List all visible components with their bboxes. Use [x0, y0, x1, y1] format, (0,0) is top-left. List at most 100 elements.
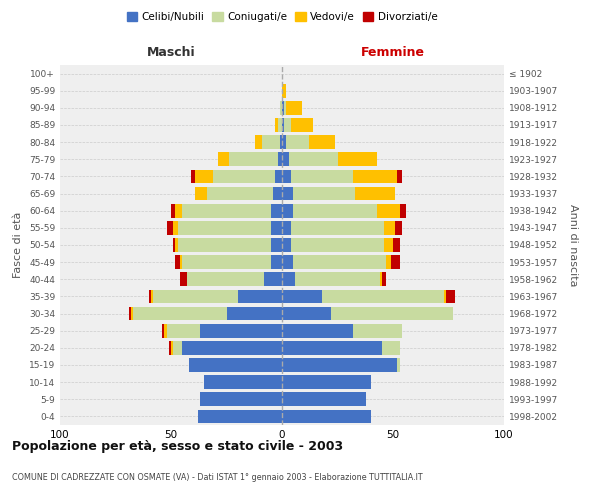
- Bar: [395, 221, 402, 234]
- Bar: [393, 238, 400, 252]
- Bar: [284, 118, 291, 132]
- Bar: [200, 392, 282, 406]
- Bar: [391, 256, 400, 269]
- Bar: [153, 290, 238, 304]
- Bar: [131, 306, 133, 320]
- Y-axis label: Anni di nascita: Anni di nascita: [568, 204, 578, 286]
- Bar: [169, 341, 171, 354]
- Legend: Celibi/Nubili, Coniugati/e, Vedovi/e, Divorziati/e: Celibi/Nubili, Coniugati/e, Vedovi/e, Di…: [122, 8, 442, 26]
- Text: Maschi: Maschi: [146, 46, 196, 59]
- Bar: [151, 290, 153, 304]
- Bar: [331, 306, 453, 320]
- Bar: [282, 358, 397, 372]
- Bar: [271, 256, 282, 269]
- Bar: [178, 238, 271, 252]
- Bar: [384, 238, 393, 252]
- Y-axis label: Fasce di età: Fasce di età: [13, 212, 23, 278]
- Bar: [353, 170, 397, 183]
- Bar: [218, 152, 229, 166]
- Bar: [282, 118, 284, 132]
- Bar: [291, 221, 384, 234]
- Bar: [282, 186, 293, 200]
- Bar: [291, 170, 353, 183]
- Bar: [377, 204, 400, 218]
- Bar: [180, 256, 182, 269]
- Bar: [197, 410, 282, 424]
- Bar: [355, 186, 395, 200]
- Bar: [282, 392, 367, 406]
- Bar: [173, 341, 182, 354]
- Bar: [282, 84, 286, 98]
- Bar: [229, 152, 278, 166]
- Bar: [293, 204, 377, 218]
- Bar: [386, 256, 391, 269]
- Bar: [206, 186, 273, 200]
- Bar: [397, 170, 402, 183]
- Bar: [382, 272, 386, 286]
- Bar: [286, 101, 302, 114]
- Text: Popolazione per età, sesso e stato civile - 2003: Popolazione per età, sesso e stato civil…: [12, 440, 343, 453]
- Bar: [444, 290, 446, 304]
- Bar: [282, 238, 291, 252]
- Text: COMUNE DI CADREZZATE CON OSMATE (VA) - Dati ISTAT 1° gennaio 2003 - Elaborazione: COMUNE DI CADREZZATE CON OSMATE (VA) - D…: [12, 473, 422, 482]
- Bar: [129, 306, 131, 320]
- Bar: [213, 170, 275, 183]
- Bar: [282, 376, 371, 389]
- Bar: [175, 256, 180, 269]
- Bar: [275, 118, 278, 132]
- Bar: [284, 101, 286, 114]
- Bar: [337, 152, 377, 166]
- Bar: [256, 136, 262, 149]
- Bar: [278, 118, 282, 132]
- Bar: [282, 221, 291, 234]
- Bar: [196, 186, 206, 200]
- Bar: [282, 410, 371, 424]
- Bar: [264, 272, 282, 286]
- Bar: [280, 136, 282, 149]
- Bar: [173, 238, 175, 252]
- Bar: [180, 272, 187, 286]
- Bar: [282, 324, 353, 338]
- Bar: [200, 324, 282, 338]
- Bar: [171, 204, 175, 218]
- Bar: [289, 152, 337, 166]
- Bar: [164, 324, 167, 338]
- Bar: [382, 341, 400, 354]
- Bar: [278, 152, 282, 166]
- Bar: [282, 170, 291, 183]
- Bar: [282, 136, 286, 149]
- Bar: [400, 204, 406, 218]
- Bar: [282, 204, 293, 218]
- Bar: [280, 101, 282, 114]
- Text: Femmine: Femmine: [361, 46, 425, 59]
- Bar: [167, 324, 200, 338]
- Bar: [271, 238, 282, 252]
- Bar: [171, 341, 173, 354]
- Bar: [175, 238, 178, 252]
- Bar: [167, 221, 173, 234]
- Bar: [182, 204, 271, 218]
- Bar: [204, 376, 282, 389]
- Bar: [282, 341, 382, 354]
- Bar: [182, 256, 271, 269]
- Bar: [282, 306, 331, 320]
- Bar: [273, 186, 282, 200]
- Bar: [262, 136, 280, 149]
- Bar: [384, 221, 395, 234]
- Bar: [149, 290, 151, 304]
- Bar: [238, 290, 282, 304]
- Bar: [295, 272, 380, 286]
- Bar: [286, 136, 308, 149]
- Bar: [380, 272, 382, 286]
- Bar: [446, 290, 455, 304]
- Bar: [133, 306, 227, 320]
- Bar: [275, 170, 282, 183]
- Bar: [191, 170, 196, 183]
- Bar: [271, 204, 282, 218]
- Bar: [187, 272, 264, 286]
- Bar: [282, 101, 284, 114]
- Bar: [162, 324, 164, 338]
- Bar: [291, 118, 313, 132]
- Bar: [282, 152, 289, 166]
- Bar: [282, 290, 322, 304]
